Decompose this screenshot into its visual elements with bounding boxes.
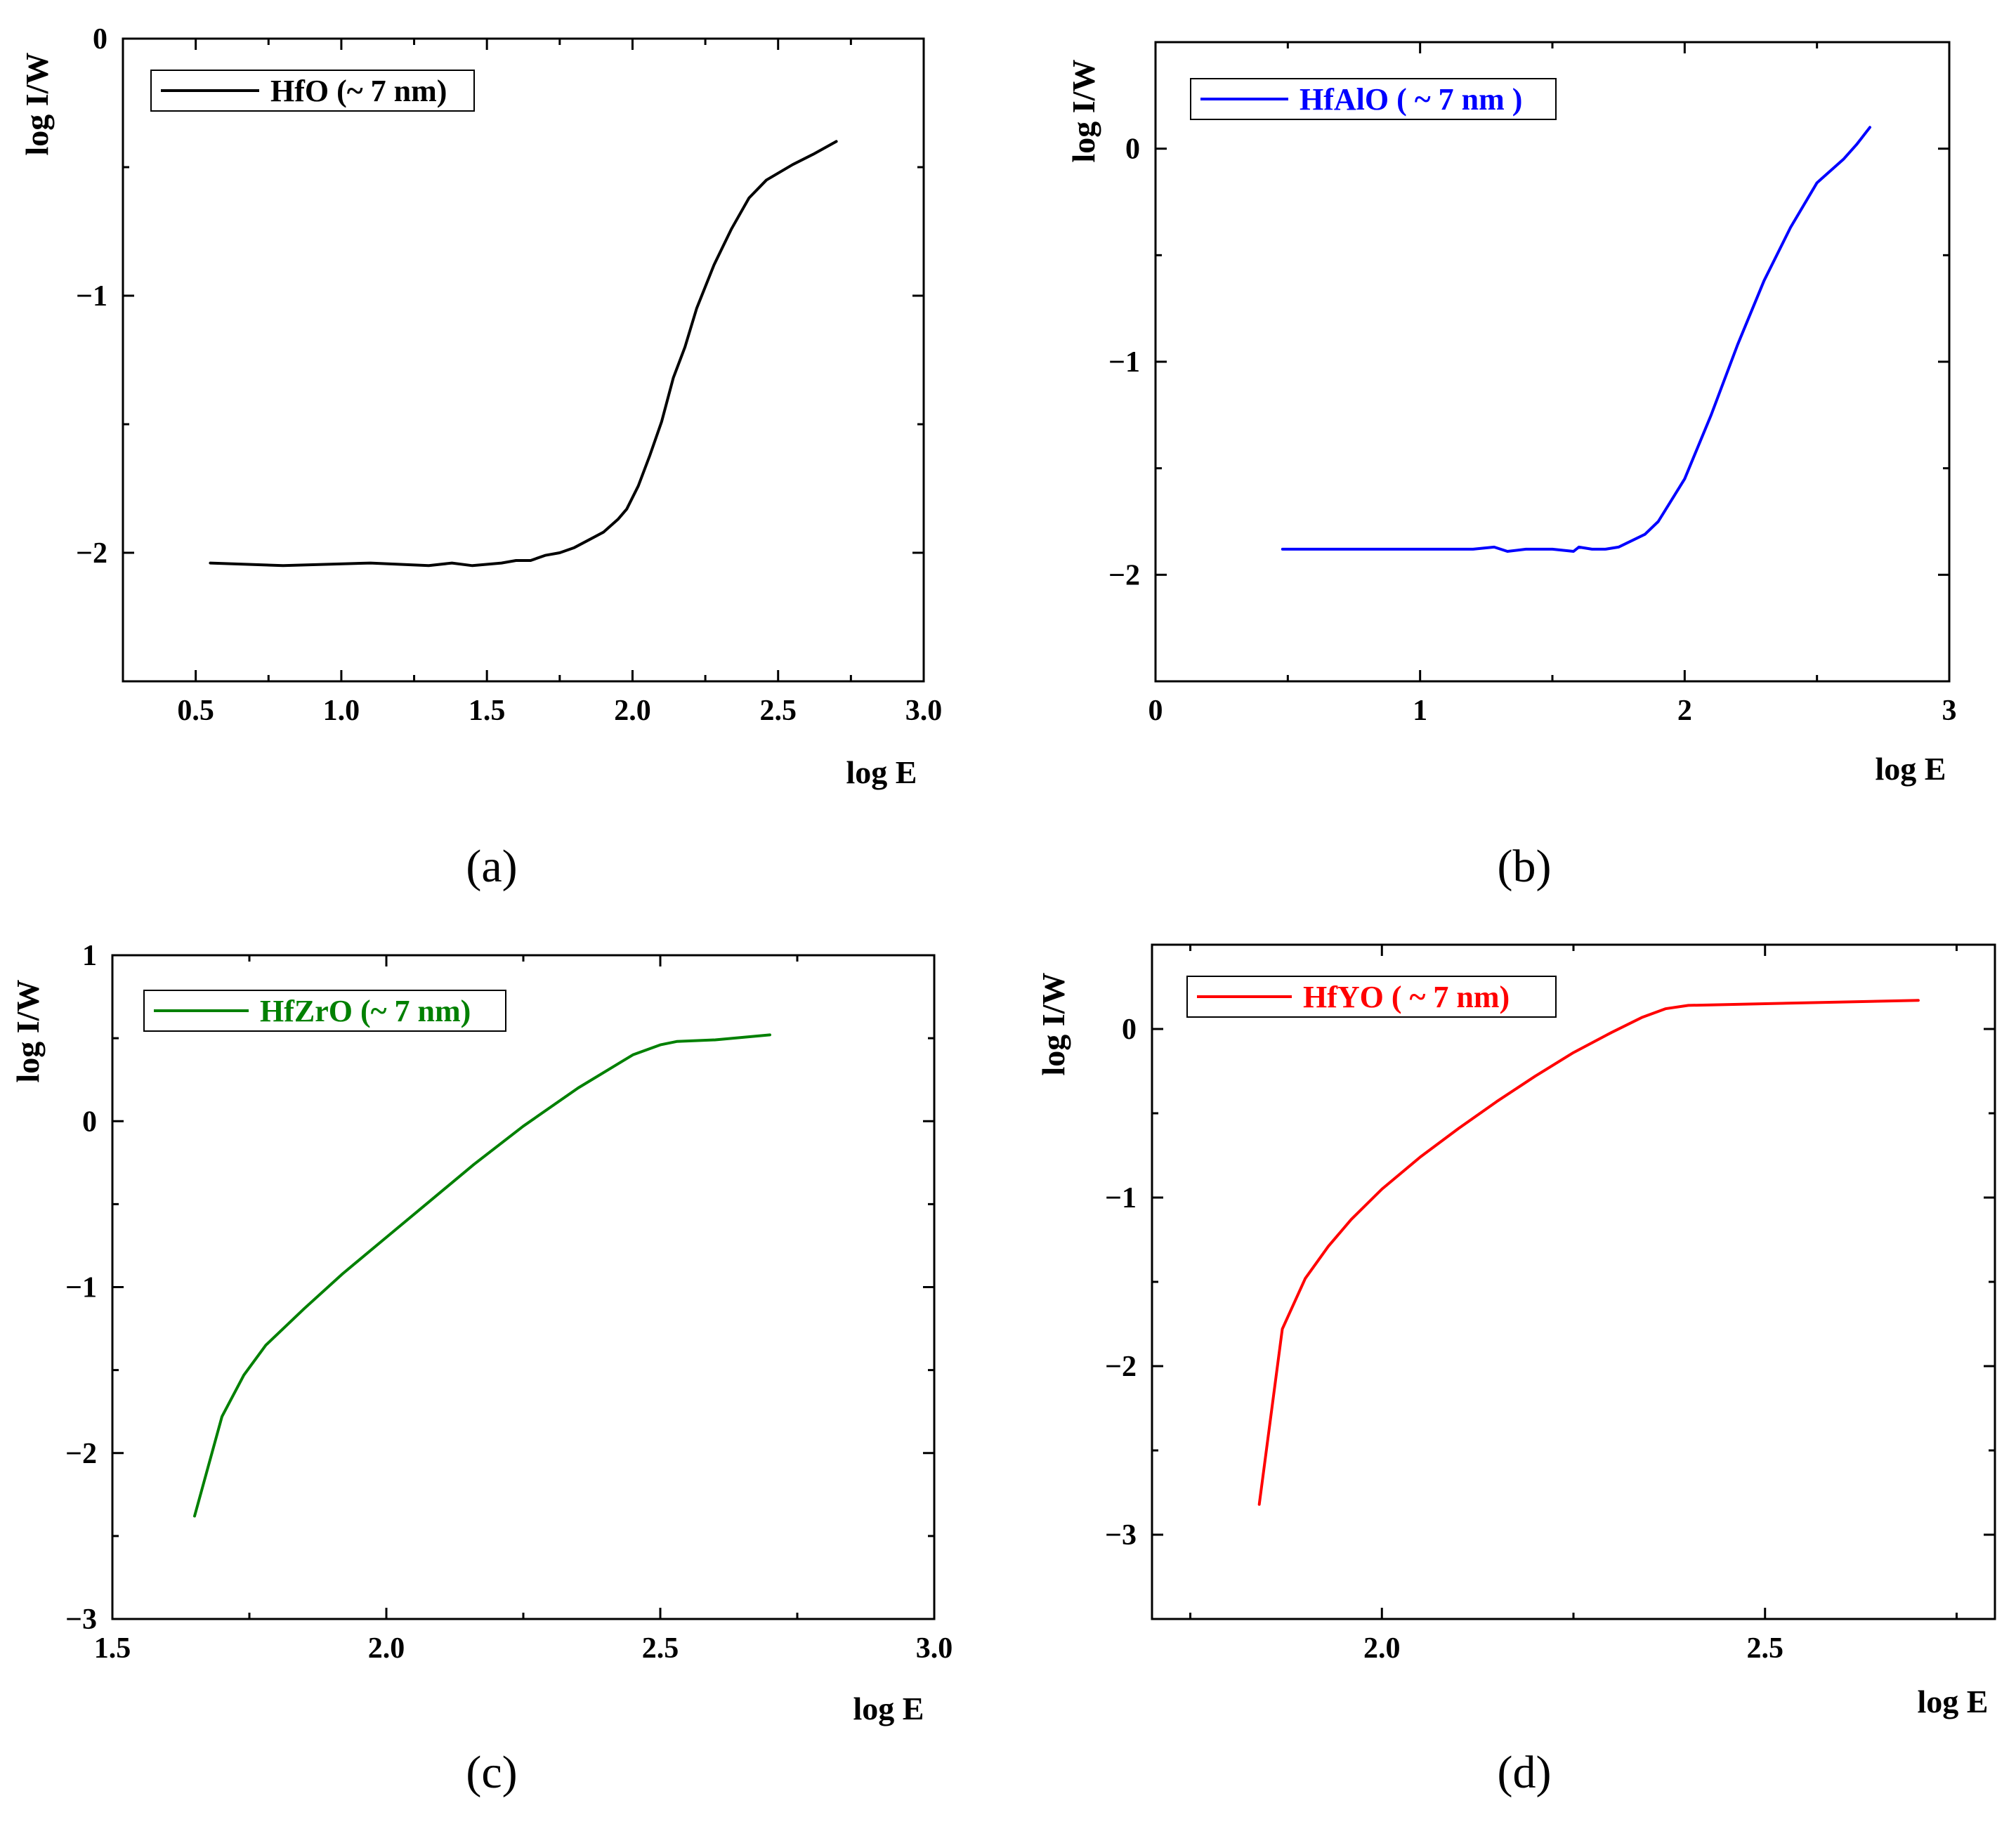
- y-axis-title: log I/W: [19, 53, 55, 156]
- legend-label: HfAlO ( ~ 7 nm ): [1300, 82, 1522, 117]
- x-tick-label: 3: [1942, 695, 1957, 727]
- y-tick-label: 1: [82, 940, 97, 972]
- y-tick-label: −1: [65, 1272, 97, 1304]
- y-tick-label: −3: [1105, 1519, 1137, 1552]
- series-line: [209, 140, 838, 568]
- plot-frame: [122, 37, 925, 683]
- y-tick-label: −1: [1105, 1182, 1137, 1214]
- panel-caption: (b): [1498, 841, 1552, 892]
- x-tick-label: 1.5: [94, 1632, 131, 1665]
- y-axis-title: log I/W: [10, 980, 46, 1083]
- series-line: [1281, 126, 1871, 553]
- x-tick-label: 1.5: [469, 695, 506, 727]
- y-tick-label: −3: [65, 1604, 97, 1636]
- x-tick-label: 0.5: [177, 695, 214, 727]
- legend-label: HfO (~ 7 nm): [270, 74, 447, 108]
- y-axis-title: log I/W: [1066, 60, 1101, 163]
- y-tick-label: 0: [93, 23, 107, 55]
- y-tick-label: −2: [1108, 559, 1140, 591]
- x-tick-label: 1: [1413, 695, 1427, 727]
- x-tick-label: 3.0: [905, 695, 943, 727]
- y-tick-label: −1: [76, 280, 107, 313]
- plot-frame: [1154, 41, 1951, 683]
- y-tick-label: −2: [76, 537, 107, 570]
- x-tick-label: 0: [1148, 695, 1163, 727]
- x-axis-title: log E: [1918, 1684, 1989, 1719]
- x-axis-title: log E: [846, 754, 917, 790]
- chart-panel: 0.5 1.0 1.5 2.0 2.5 3.0 0 −1 −2 log E log I/W HfO (…: [19, 23, 942, 892]
- legend-label: HfYO ( ~ 7 nm): [1303, 980, 1510, 1014]
- y-tick-label: −2: [65, 1438, 97, 1470]
- x-tick-label: 2: [1677, 695, 1692, 727]
- chart-panel: 1.5 2.0 2.5 3.0 1 0 −1 −2 −3 log E log I/W HfZrO (~…: [10, 940, 953, 1798]
- x-tick-label: 1.0: [323, 695, 360, 727]
- series-line: [1257, 999, 1920, 1506]
- chart-panel: 2.0 2.5 0 −1 −2 −3 log E log I/W HfYO ( ~ 7 nm) (…: [1035, 943, 1996, 1798]
- chart-panel: 0 1 2 3 0 −1 −2 log E log I/W HfAlO ( ~ 7 nm ) (b): [1066, 41, 1957, 892]
- x-tick-label: 2.5: [1746, 1632, 1783, 1665]
- y-tick-label: −2: [1105, 1351, 1137, 1383]
- x-tick-label: 3.0: [916, 1632, 953, 1665]
- panel-caption: (a): [466, 841, 517, 892]
- panel-caption: (d): [1498, 1747, 1552, 1798]
- x-tick-label: 2.5: [759, 695, 797, 727]
- x-tick-label: 2.5: [642, 1632, 679, 1665]
- panel-caption: (c): [466, 1747, 517, 1798]
- x-axis-title: log E: [1876, 751, 1946, 787]
- plot-frame: [111, 954, 936, 1620]
- legend-label: HfZrO (~ 7 nm): [260, 994, 471, 1028]
- y-tick-label: 0: [1122, 1014, 1137, 1046]
- x-axis-title: log E: [853, 1691, 924, 1726]
- plot-frame: [1151, 943, 1996, 1620]
- y-tick-label: 0: [82, 1106, 97, 1138]
- x-tick-label: 2.0: [1363, 1632, 1401, 1665]
- series-line: [193, 1033, 771, 1518]
- y-tick-label: −1: [1108, 346, 1140, 379]
- y-tick-label: 0: [1125, 133, 1140, 166]
- x-tick-label: 2.0: [614, 695, 651, 727]
- x-tick-label: 2.0: [368, 1632, 405, 1665]
- y-axis-title: log I/W: [1035, 973, 1071, 1076]
